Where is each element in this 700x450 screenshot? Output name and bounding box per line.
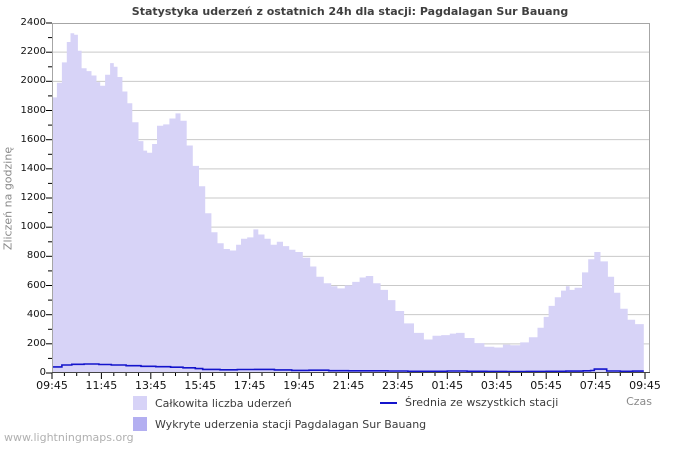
x-axis-title: Czas — [626, 395, 652, 408]
y-tick-label: 1600 — [20, 133, 46, 145]
y-tick-label: 1000 — [20, 221, 46, 233]
x-tick-label: 15:45 — [184, 379, 217, 392]
legend-label-station: Wykryte uderzenia stacji Pagdalagan Sur … — [155, 417, 427, 431]
y-tick-label: 0 — [39, 367, 46, 378]
x-tick-label: 23:45 — [382, 379, 414, 392]
legend-item-total: Całkowita liczba uderzeń — [133, 396, 292, 410]
y-tick-label: 200 — [26, 337, 46, 349]
y-tick-label: 1400 — [20, 162, 46, 174]
watermark: www.lightningmaps.org — [4, 431, 134, 444]
x-tick-label: 09:45 — [629, 379, 661, 392]
total-strikes-swatch — [133, 396, 147, 410]
y-tick-label: 2400 — [20, 17, 46, 28]
x-tick-label: 01:45 — [431, 379, 464, 392]
x-tick-label: 03:45 — [480, 379, 513, 392]
x-tick-label: 07:45 — [579, 379, 612, 392]
y-tick-label: 800 — [26, 250, 46, 262]
x-tick-label: 05:45 — [530, 379, 562, 392]
x-tick-label: 09:45 — [36, 379, 68, 392]
x-tick-label: 17:45 — [233, 379, 266, 392]
y-tick-label: 400 — [26, 308, 46, 320]
x-tick-label: 13:45 — [134, 379, 167, 392]
y-tick-label: 2200 — [20, 46, 46, 58]
legend-item-average: Średnia ze wszystkich stacji — [380, 396, 558, 409]
y-tick-label: 1800 — [20, 104, 46, 116]
y-tick-label: 1200 — [20, 192, 46, 203]
y-tick-label: 600 — [26, 279, 46, 291]
x-tick-label: 11:45 — [85, 379, 118, 392]
y-tick-label: 2000 — [20, 75, 46, 87]
chart-title: Statystyka uderzeń z ostatnich 24h dla s… — [131, 5, 569, 18]
x-tick-label: 21:45 — [332, 379, 365, 392]
legend-label-total: Całkowita liczba uderzeń — [155, 396, 292, 410]
legend-label-average: Średnia ze wszystkich stacji — [405, 396, 559, 409]
average-line-swatch — [380, 401, 397, 404]
plot-area — [46, 22, 650, 379]
x-tick-label: 19:45 — [283, 379, 315, 392]
station-strikes-swatch — [133, 417, 147, 431]
legend-item-station: Wykryte uderzenia stacji Pagdalagan Sur … — [133, 417, 426, 431]
